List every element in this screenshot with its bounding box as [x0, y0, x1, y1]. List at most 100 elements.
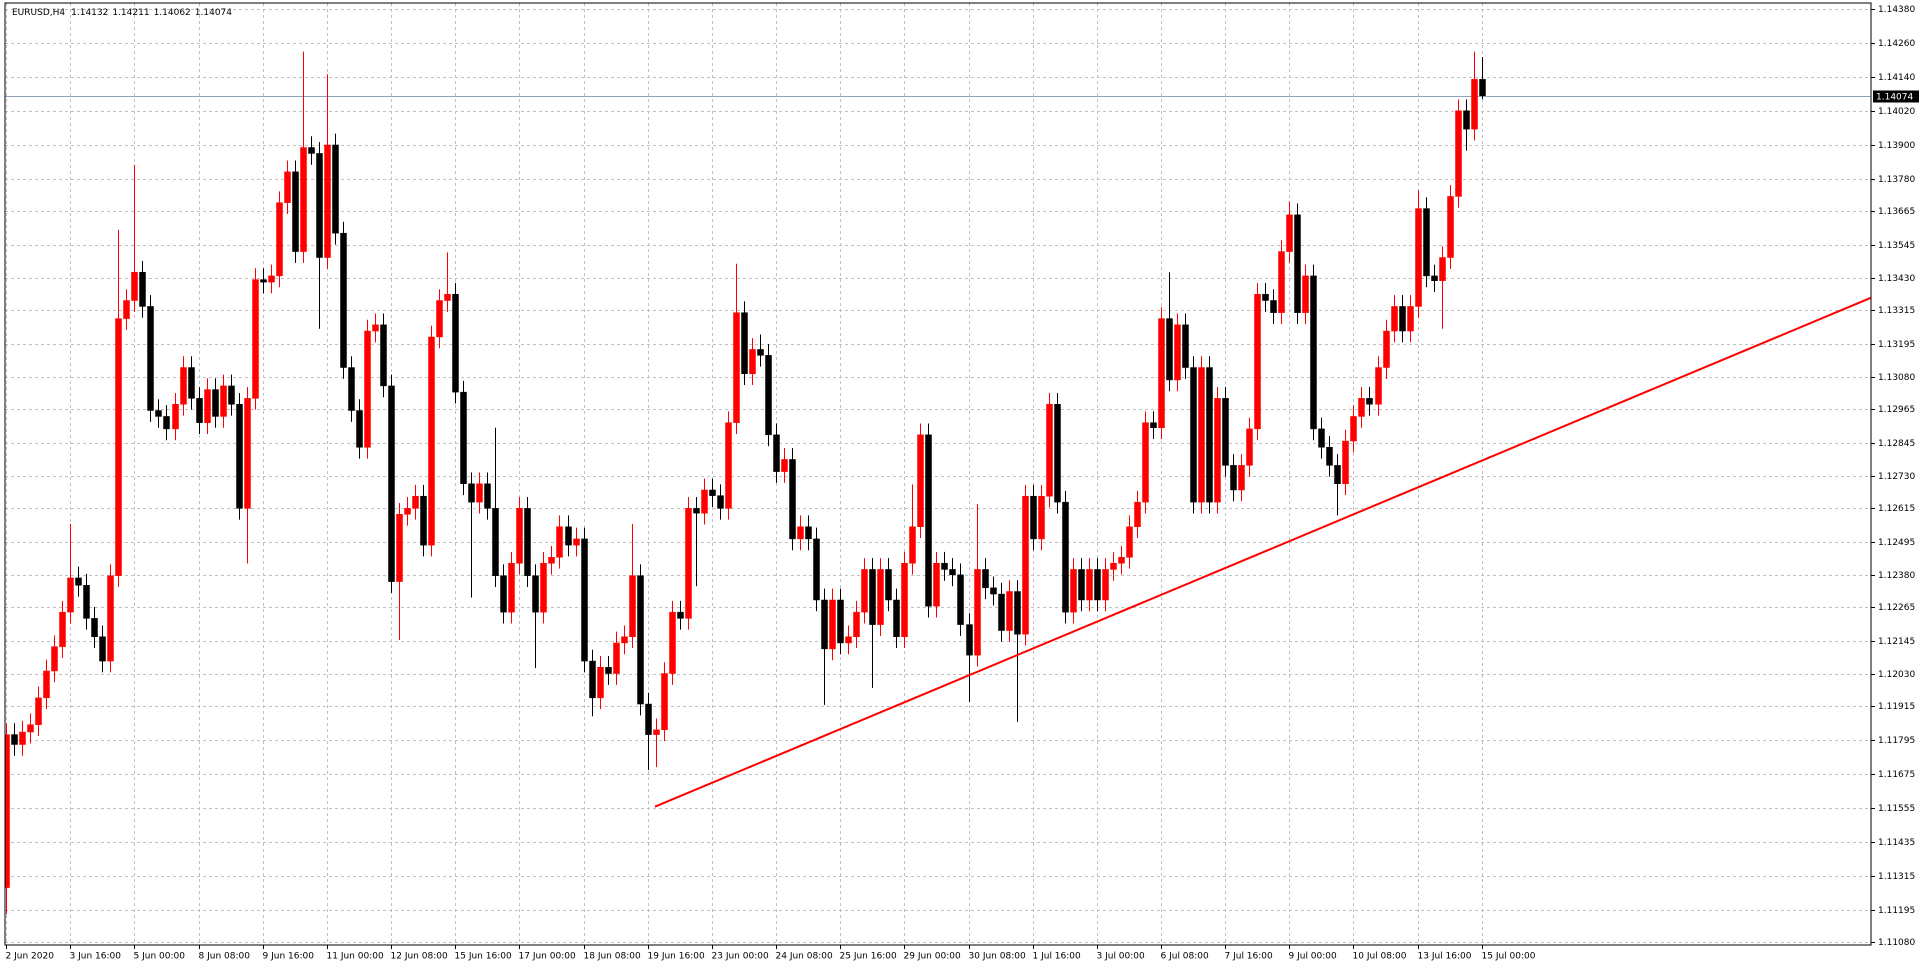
candle-body	[180, 367, 187, 405]
candle-body	[476, 483, 483, 503]
x-tick-label: 19 Jun 16:00	[648, 952, 705, 962]
candle-body	[188, 367, 195, 399]
x-tick-label: 6 Jul 08:00	[1161, 952, 1210, 962]
x-tick-label: 2 Jun 2020	[6, 952, 55, 962]
y-tick-label: 1.13430	[1878, 274, 1915, 284]
candle-body	[1086, 569, 1093, 601]
candle-body	[27, 724, 34, 733]
y-tick-label: 1.14260	[1878, 39, 1915, 49]
candle-body	[637, 575, 644, 705]
candle-body	[5, 734, 10, 888]
candle-body	[1391, 306, 1398, 332]
candle-body	[957, 574, 964, 625]
candle-body	[1342, 440, 1349, 485]
y-tick-label: 1.14020	[1878, 107, 1915, 117]
candle-body	[669, 611, 676, 674]
candle-body	[1158, 318, 1165, 429]
candle-body	[749, 349, 756, 374]
y-tick-label: 1.12965	[1878, 405, 1915, 415]
candle-body	[388, 385, 395, 582]
candle-body	[43, 670, 50, 699]
x-tick-label: 9 Jul 00:00	[1289, 952, 1338, 962]
y-tick-label: 1.13780	[1878, 175, 1915, 185]
candle-body	[1375, 367, 1382, 405]
candle-body	[893, 599, 900, 638]
candle-body	[581, 538, 588, 662]
bar-close: 1.14074	[195, 8, 232, 18]
y-tick-label: 1.11675	[1878, 770, 1915, 780]
candle-body	[1134, 501, 1141, 527]
candle-body	[11, 734, 18, 745]
candle-body	[147, 306, 154, 411]
candle-body	[444, 294, 451, 301]
candle-body	[452, 294, 459, 393]
candle-body	[220, 385, 227, 417]
x-tick-label: 9 Jun 16:00	[263, 952, 315, 962]
candle-body	[629, 575, 636, 638]
candle-body	[1294, 214, 1301, 313]
grid	[5, 3, 1871, 945]
x-tick-label: 8 Jun 08:00	[199, 952, 251, 962]
candle-body	[492, 508, 499, 576]
candle-body	[1030, 495, 1037, 540]
candle-body	[877, 569, 884, 625]
x-tick-label: 11 Jun 00:00	[327, 952, 384, 962]
x-tick-label: 7 Jul 16:00	[1225, 952, 1274, 962]
candle-body	[524, 508, 531, 576]
candle-body	[83, 585, 90, 619]
candle-body	[380, 324, 387, 387]
candle-body	[733, 312, 740, 423]
candle-body	[1415, 208, 1422, 307]
candle-body	[196, 398, 203, 423]
candle-body	[725, 422, 732, 509]
x-tick-label: 3 Jul 00:00	[1097, 952, 1146, 962]
y-tick-label: 1.12265	[1878, 603, 1915, 613]
candle-body	[685, 508, 692, 619]
axes: 1.14380 1.14260 1.14140 1.14020 1.13900 1.137…	[4, 2, 1919, 962]
x-tick-label: 18 Jun 08:00	[584, 952, 641, 962]
y-tick-label: 1.11555	[1878, 804, 1915, 814]
x-tick-label: 24 Jun 08:00	[776, 952, 833, 962]
candle-body	[1302, 275, 1309, 313]
y-tick-label: 1.11080	[1878, 938, 1915, 948]
overlay	[654, 296, 1871, 808]
candle-body	[212, 389, 219, 417]
candle-body	[1439, 257, 1446, 281]
candle-body	[1407, 306, 1414, 332]
candle-body	[1479, 79, 1486, 97]
candle-body	[484, 483, 491, 509]
candle-body	[332, 144, 339, 234]
y-tick-label: 1.14380	[1878, 5, 1915, 15]
x-tick-label: 15 Jul 00:00	[1482, 952, 1536, 962]
candle-body	[115, 318, 122, 576]
bid-label: 1.14074	[1876, 93, 1913, 103]
candle-body	[982, 569, 989, 589]
candle-body	[516, 508, 523, 564]
y-tick-label: 1.13900	[1878, 141, 1915, 151]
candle-body	[91, 618, 98, 638]
candle-body	[356, 410, 363, 448]
candle-body	[228, 385, 235, 405]
y-tick-label: 1.11315	[1878, 872, 1915, 882]
y-tick-label: 1.13315	[1878, 306, 1915, 316]
candle-body	[436, 300, 443, 338]
bid-label-box	[1873, 90, 1919, 103]
candle-body	[869, 569, 876, 625]
y-tick-label: 1.12730	[1878, 472, 1915, 482]
candle-body	[813, 538, 820, 601]
candle-body	[677, 611, 684, 619]
candle-body	[645, 703, 652, 735]
y-tick-label: 1.12145	[1878, 637, 1915, 647]
candle-body	[1118, 557, 1125, 564]
candle-body	[805, 526, 812, 540]
x-tick-label: 5 Jun 00:00	[134, 952, 186, 962]
candle-body	[468, 483, 475, 503]
candle-body	[933, 562, 940, 607]
y-tick-label: 1.12845	[1878, 439, 1915, 449]
candle-body	[1326, 447, 1333, 466]
x-tick-label: 12 Jun 08:00	[391, 952, 448, 962]
candle-body	[1070, 569, 1077, 613]
candle-body	[1182, 324, 1189, 368]
candle-body	[1286, 214, 1293, 252]
candle-body	[59, 611, 66, 647]
